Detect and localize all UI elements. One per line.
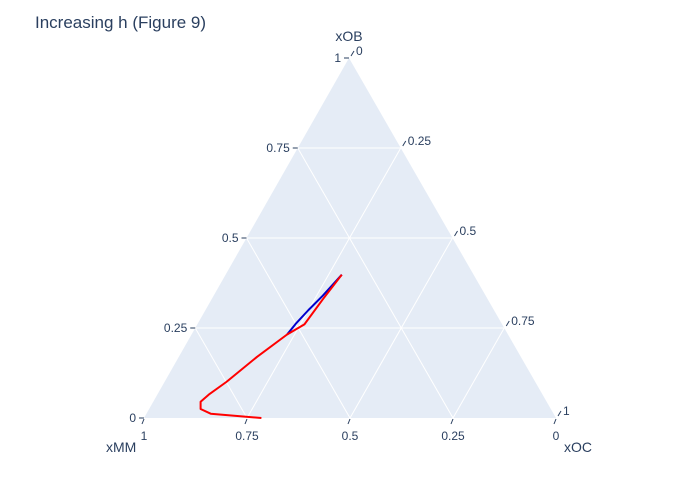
tick-b-4 xyxy=(141,418,145,425)
chart-title: Increasing h (Figure 9) xyxy=(35,13,207,32)
tick-label-b-1: 0.25 xyxy=(441,429,465,443)
tick-label-a-4: 1 xyxy=(334,51,341,65)
grid-line-b-0 xyxy=(297,147,454,419)
tick-label-a-1: 0.25 xyxy=(164,321,188,335)
tick-b-3 xyxy=(244,418,248,425)
tick-c-3 xyxy=(505,320,510,327)
tick-c-0 xyxy=(350,50,355,57)
tick-b-0 xyxy=(553,418,557,425)
tick-c-1 xyxy=(402,140,407,147)
tick-b-1 xyxy=(450,418,454,425)
tick-label-c-1: 0.25 xyxy=(408,134,432,148)
tick-label-b-4: 1 xyxy=(141,429,148,443)
tick-label-c-0: 0 xyxy=(356,44,363,58)
tick-label-b-0: 0 xyxy=(553,429,560,443)
tick-label-b-3: 0.75 xyxy=(235,429,259,443)
tick-c-2 xyxy=(454,230,458,237)
series-line-0 xyxy=(286,274,343,336)
axis-title-c: xOC xyxy=(564,439,592,455)
tick-label-a-2: 0.5 xyxy=(222,231,239,245)
tick-label-c-3: 0.75 xyxy=(511,314,535,328)
tick-label-a-3: 0.75 xyxy=(266,141,290,155)
tick-label-c-2: 0.5 xyxy=(460,224,477,238)
tick-b-2 xyxy=(347,418,351,425)
tick-label-a-0: 0 xyxy=(129,411,136,425)
grid-line-c-2 xyxy=(452,327,505,419)
series-line-1 xyxy=(199,274,343,419)
axis-title-b: xMM xyxy=(106,439,136,455)
grid-line-c-1 xyxy=(349,237,453,419)
tick-label-c-4: 1 xyxy=(563,404,570,418)
tick-c-4 xyxy=(557,410,562,417)
grid-line-c-0 xyxy=(246,147,402,419)
axis-title-a: xOB xyxy=(335,28,362,44)
grid-line-b-2 xyxy=(194,327,248,419)
tick-label-b-2: 0.5 xyxy=(342,429,359,443)
